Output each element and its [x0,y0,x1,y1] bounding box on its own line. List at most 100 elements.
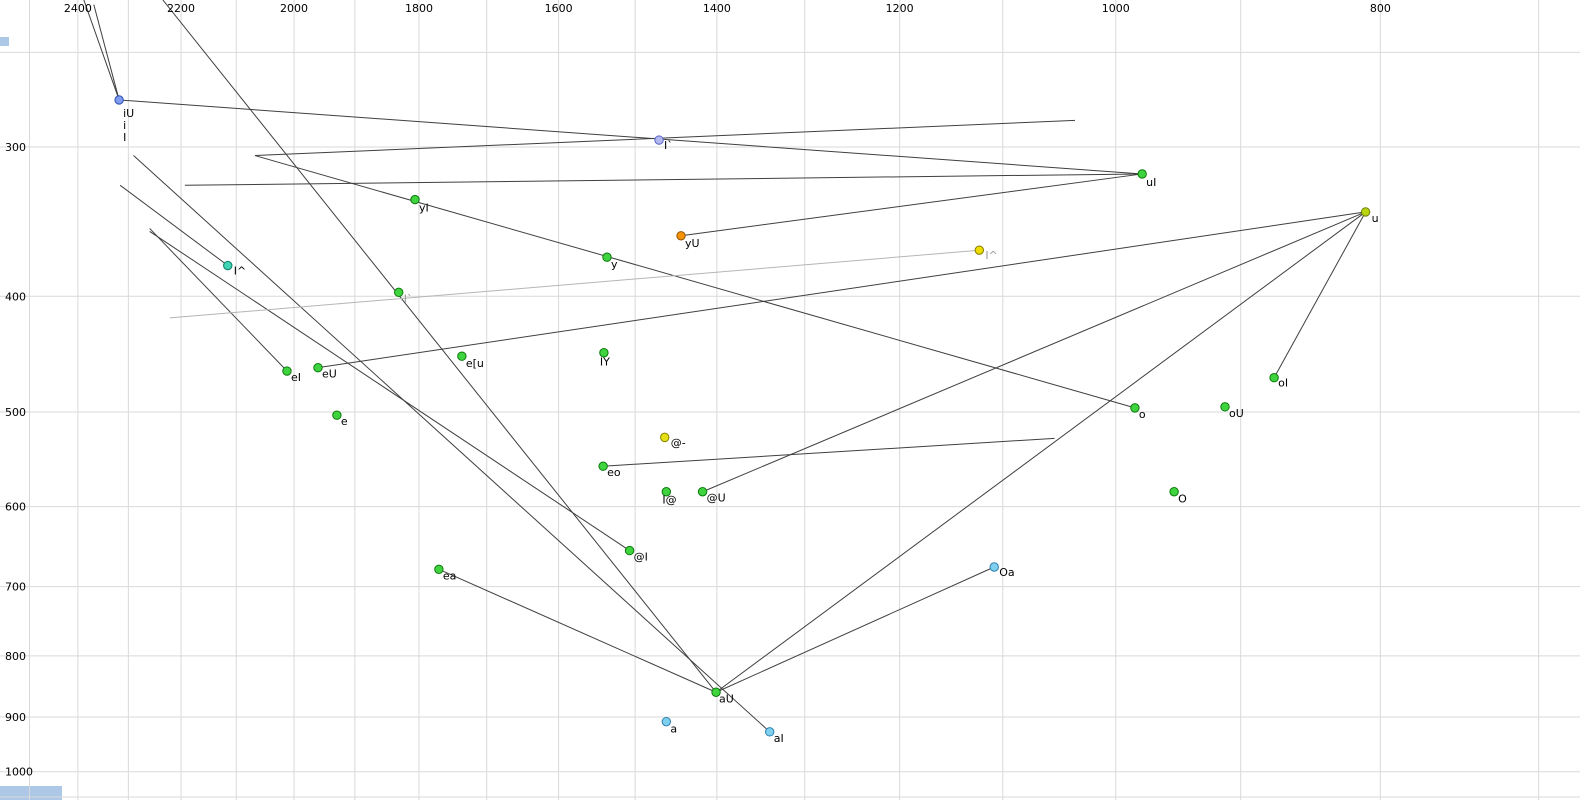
x-axis-tick-label: 1400 [703,2,731,15]
diphthong-trajectory-line [254,119,1076,157]
vowel-point-ui[interactable] [1137,169,1147,179]
x-axis-tick-label: 1600 [545,2,573,15]
vowel-point-i[interactable] [394,287,404,298]
y-axis-tick-label: 400 [5,290,26,303]
y-axis-tick-label: 900 [5,711,26,724]
diphthong-trajectory-line [149,230,630,551]
vowel-point-i[interactable] [624,545,635,556]
vowel-label: I^ [985,249,997,262]
vowel-label: eo [607,466,621,479]
vowel-point-e[interactable] [332,410,342,420]
vowel-label: o [1139,408,1146,421]
diphthong-trajectory-line [715,566,995,693]
x-axis-tick-label: 1200 [886,2,914,15]
vowel-point-o[interactable] [1169,487,1179,497]
vowel-point-u[interactable] [697,487,708,497]
vowel-label: O [1178,493,1187,506]
y-axis-tick-label: 500 [5,406,26,419]
vowel-point-yu[interactable] [676,231,686,241]
vowel-point-oa[interactable] [989,562,999,572]
y-axis-tick-label: 300 [5,141,26,154]
vowel-label: a [670,723,677,736]
vowel-point-eo[interactable] [598,461,608,471]
diphthong-trajectory-line [83,0,120,101]
vowel-label: oI [1278,377,1288,390]
y-axis-tick-label: 800 [5,650,26,663]
vowel-label: uI [1146,176,1156,189]
vowel-label: ea [443,569,457,582]
diphthong-trajectory-line [119,184,229,266]
vowel-label: I [123,131,126,144]
diphthong-trajectory-line [169,249,981,319]
vowel-point-[interactable] [660,432,670,443]
vowel-point-a[interactable] [661,716,672,727]
diphthong-trajectory-line [603,437,1055,467]
diphthong-trajectory-line [317,211,1366,369]
vowel-point-i[interactable] [223,260,233,271]
vowel-point-o[interactable] [1130,403,1140,413]
diphthong-trajectory-line [702,211,1366,493]
vowel-label: @I [634,551,648,564]
vowel-point-yi[interactable] [410,194,420,205]
vowel-point-u[interactable] [1360,207,1371,217]
vowel-label: aU [719,692,734,705]
vowel-label: aI [774,732,784,745]
vowel-label: yI [419,202,429,215]
vowel-point-iy[interactable] [599,348,609,358]
diphthong-trajectory-line [162,0,717,693]
vowel-point-iu[interactable] [114,95,124,105]
vowel-label: e[u [466,357,484,370]
x-axis-tick-label: 2000 [280,2,308,15]
diphthong-trajectory-line [438,568,717,693]
vowel-label: u [1372,212,1379,225]
vowel-label: I` [664,139,673,152]
vowel-label: @- [671,436,686,449]
x-axis-tick-label: 2200 [167,2,195,15]
vowel-point-i[interactable] [654,135,664,145]
y-axis-tick-label: 1000 [5,766,33,779]
x-axis-tick-label: 1000 [1102,2,1130,15]
vowel-point-eu[interactable] [313,362,323,373]
vowel-point-oi[interactable] [1269,373,1279,383]
diphthong-trajectory-line [715,211,1366,693]
x-axis-tick-label: 2400 [64,2,92,15]
vowel-label: e [341,415,348,428]
vowel-point-au[interactable] [711,687,721,697]
window-decor-strip [0,786,62,800]
diphthong-trajectory-line [149,228,288,372]
vowel-label: y [611,258,618,271]
x-axis-tick-label: 1800 [405,2,433,15]
vowel-point-ou[interactable] [1220,402,1230,412]
vowel-label: Oa [999,566,1014,579]
vowel-label: iU [123,107,134,120]
vowel-label: I^ [234,265,246,278]
vowel-label: @U [707,492,726,505]
vowel-point-ai[interactable] [765,727,775,737]
vowel-label: I@ [662,494,676,507]
vowel-label: I` [404,292,413,305]
diphthong-trajectory-line [119,99,1143,175]
y-axis-tick-label: 600 [5,501,26,514]
y-axis-tick-label: 700 [5,581,26,594]
vowel-point-ea[interactable] [434,564,444,575]
vowel-label: oU [1229,407,1244,420]
vowel-point-eu[interactable] [457,351,467,361]
vowel-point-i[interactable] [974,245,985,255]
diphthong-trajectory-line [184,173,1143,186]
vowel-label: eU [322,368,337,381]
vowel-point-i[interactable] [661,487,672,497]
vowel-label: i [123,119,126,132]
diphthong-trajectory-line [254,155,1136,409]
vowel-point-y[interactable] [602,252,612,262]
vowel-label: eI [291,371,301,384]
vowel-label: yU [685,237,700,250]
vowel-point-ei[interactable] [282,366,292,376]
diphthong-trajectory-line [1273,211,1367,378]
window-decor-strip [0,37,9,46]
diphthong-trajectory-line [133,155,771,733]
diphthong-trajectory-line [680,173,1143,237]
x-axis-tick-label: 800 [1370,2,1391,15]
vowel-label: IY [600,356,610,369]
